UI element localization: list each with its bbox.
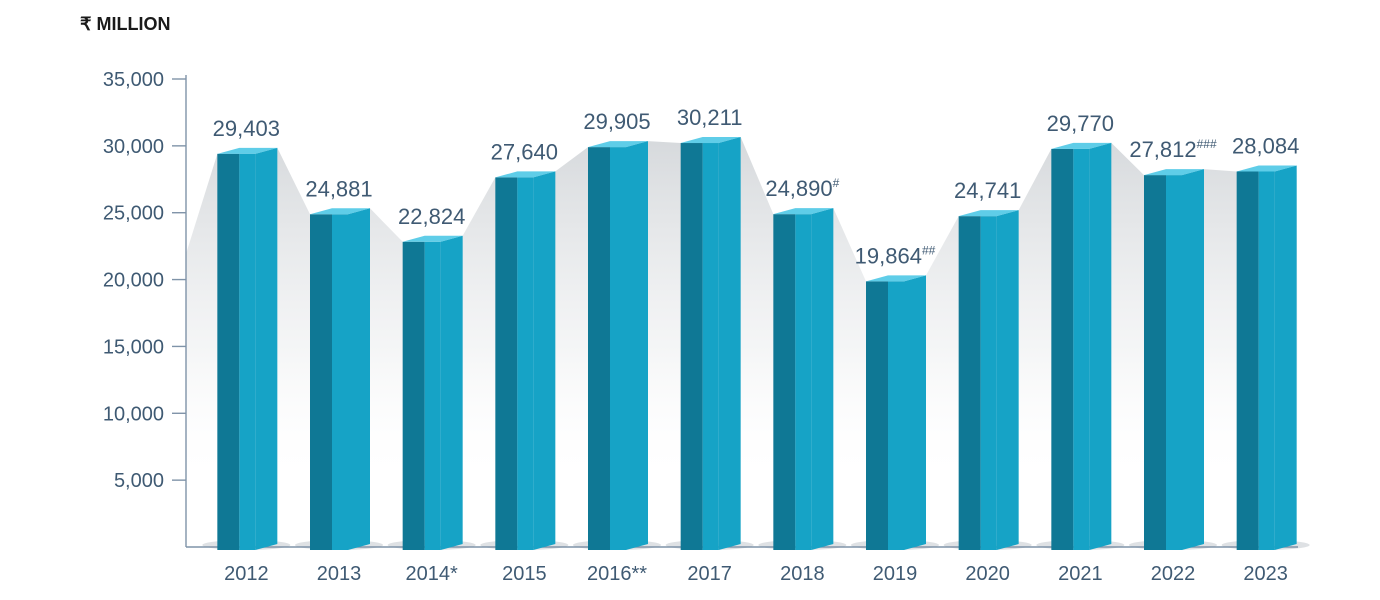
y-tick-label: 5,000 — [114, 470, 164, 492]
bar-front-face — [866, 281, 888, 550]
bar-front-face-light — [888, 281, 904, 550]
bar-2022 — [1144, 169, 1204, 550]
bar-top-face — [958, 210, 1019, 217]
data-label: 28,084 — [1232, 133, 1299, 158]
x-tick-label: 2017 — [687, 563, 732, 585]
bar-front-face — [680, 143, 703, 550]
bar-front-face-light — [980, 216, 997, 550]
data-label: 24,741 — [954, 178, 1021, 203]
bar-side-face — [348, 208, 370, 550]
bar-side-face — [1089, 142, 1112, 551]
bar-2014 — [402, 235, 463, 550]
data-label: 30,211 — [677, 105, 743, 130]
bar-2019 — [866, 275, 926, 550]
bar-2023 — [1236, 165, 1297, 550]
bar-side-face — [1182, 169, 1204, 550]
y-tick-label: 10,000 — [103, 403, 164, 425]
bar-front-face — [402, 241, 425, 550]
x-tick-label: 2018 — [780, 563, 825, 585]
bar-front-face-light — [1073, 148, 1090, 551]
bar-side-face — [996, 210, 1019, 550]
bar-top-face — [217, 147, 278, 154]
data-label: 29,770 — [1047, 111, 1114, 136]
x-tick-label: 2015 — [502, 563, 547, 585]
bar-front-face-light — [424, 241, 441, 550]
bar-side-face — [533, 171, 556, 551]
data-label: 29,403 — [213, 116, 280, 141]
bar-top-face — [680, 137, 741, 144]
bar-front-face — [958, 216, 981, 550]
shadow-band — [186, 137, 1298, 487]
bar-front-face — [217, 153, 240, 550]
bar-front-face — [1144, 175, 1166, 550]
bar-top-face — [402, 235, 463, 242]
x-tick-label: 2013 — [317, 563, 362, 585]
data-label: 27,640 — [491, 139, 558, 164]
x-tick-label: 2021 — [1058, 563, 1103, 585]
bar-top-face — [310, 208, 370, 215]
bar-top-face — [1144, 169, 1204, 176]
x-tick-label: 2019 — [873, 563, 918, 585]
bar-side-face — [904, 275, 926, 550]
data-label: 27,812### — [1129, 137, 1217, 162]
bar-side-face — [255, 147, 278, 550]
x-tick-label: 2012 — [224, 563, 269, 585]
bar-side-face — [811, 208, 834, 550]
bar-front-face — [773, 214, 796, 550]
bar-2012 — [217, 147, 278, 550]
bar-2016 — [588, 141, 648, 550]
x-tick-label: 2022 — [1151, 563, 1196, 585]
bar-front-face — [1236, 171, 1259, 550]
data-label: 19,864## — [855, 243, 936, 268]
bar-2018 — [773, 208, 834, 550]
bar-top-face — [495, 171, 556, 178]
bar-side-face — [718, 137, 741, 550]
bar-side-face — [1274, 165, 1297, 550]
bar-top-face — [773, 208, 834, 215]
data-label: 29,905 — [583, 109, 650, 134]
bar-side-face — [626, 141, 648, 550]
data-label: 22,824 — [398, 204, 465, 229]
bar-top-face — [866, 275, 926, 282]
bar-2021 — [1051, 142, 1112, 551]
bar-front-face-light — [795, 214, 812, 550]
bar-front-face — [1051, 148, 1074, 551]
bar-2020 — [958, 210, 1019, 550]
bar-front-face-light — [517, 177, 534, 551]
bar-front-face — [495, 177, 518, 551]
bar-top-face — [1236, 165, 1297, 172]
y-tick-label: 25,000 — [103, 203, 164, 225]
bar-2017 — [680, 137, 741, 550]
bar-front-face-light — [239, 153, 256, 550]
bar-front-face — [310, 214, 332, 550]
x-tick-label: 2016** — [587, 563, 647, 585]
bar-side-face — [440, 235, 463, 550]
bar-front-face-light — [1166, 175, 1182, 550]
bar-front-face-light — [332, 214, 348, 550]
bar-2013 — [310, 208, 370, 550]
bar-top-face — [1051, 142, 1112, 149]
bar-front-face — [588, 147, 610, 550]
x-tick-label: 2023 — [1243, 563, 1288, 585]
y-tick-label: 15,000 — [103, 336, 164, 358]
x-tick-label: 2014* — [406, 563, 458, 585]
bar-top-face — [588, 141, 648, 148]
bar-2015 — [495, 171, 556, 551]
bar-front-face-light — [702, 143, 719, 550]
bar-front-face-light — [1258, 171, 1275, 550]
y-tick-label: 30,000 — [103, 136, 164, 158]
bar-front-face-light — [610, 147, 626, 550]
y-tick-label: 35,000 — [103, 69, 164, 91]
unit-label: ₹ MILLION — [80, 14, 171, 34]
data-label: 24,890# — [765, 176, 839, 201]
data-label: 24,881 — [305, 176, 372, 201]
x-tick-label: 2020 — [965, 563, 1010, 585]
y-tick-label: 20,000 — [103, 270, 164, 292]
